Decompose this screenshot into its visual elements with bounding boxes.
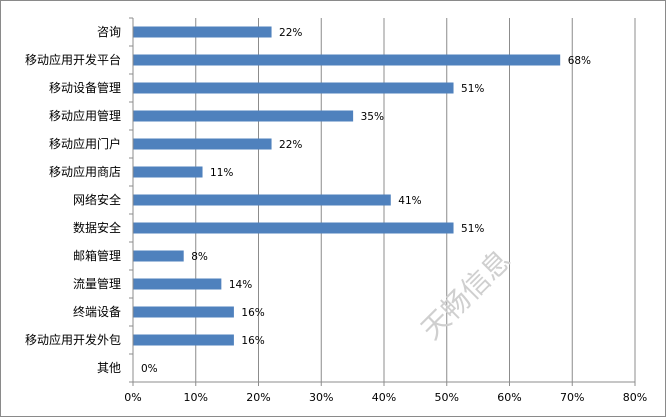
- data-label: 8%: [191, 251, 208, 263]
- category-label: 数据安全: [73, 220, 121, 235]
- bar: [133, 250, 184, 262]
- bar: [133, 222, 454, 234]
- category-label: 移动应用门户: [49, 136, 121, 151]
- x-tick-label: 60%: [497, 391, 521, 404]
- data-label: 16%: [241, 307, 264, 319]
- bar: [133, 26, 272, 38]
- category-label: 咨询: [97, 24, 121, 39]
- bar: [133, 166, 203, 178]
- watermark-layer: 天畅信息: [415, 243, 518, 346]
- category-label: 邮箱管理: [73, 248, 121, 263]
- category-label: 网络安全: [73, 192, 121, 207]
- data-label: 41%: [398, 195, 421, 207]
- data-label: 51%: [461, 223, 484, 235]
- x-tick-label: 50%: [435, 391, 459, 404]
- bar: [133, 54, 561, 66]
- x-tick-label: 10%: [184, 391, 208, 404]
- data-label: 11%: [210, 167, 233, 179]
- bar: [133, 138, 272, 150]
- category-label: 流量管理: [73, 276, 121, 291]
- category-label: 移动应用商店: [49, 164, 121, 179]
- category-label: 移动应用开发平台: [25, 52, 121, 67]
- bar: [133, 306, 234, 318]
- watermark: 天畅信息: [415, 243, 518, 346]
- bar: [133, 110, 354, 122]
- x-tick-label: 20%: [246, 391, 270, 404]
- category-label: 终端设备: [73, 304, 121, 319]
- bar: [133, 278, 222, 290]
- data-label: 14%: [229, 279, 252, 291]
- bars-layer: [133, 26, 561, 346]
- bar: [133, 334, 234, 346]
- category-label: 其他: [97, 361, 121, 375]
- data-label: 16%: [241, 335, 264, 347]
- data-label: 22%: [279, 139, 302, 151]
- x-tick-label: 40%: [372, 391, 396, 404]
- data-label: 22%: [279, 27, 302, 39]
- x-tick-label: 30%: [309, 391, 333, 404]
- bar: [133, 82, 454, 94]
- category-label: 移动应用开发外包: [25, 332, 121, 347]
- x-tick-label: 80%: [623, 391, 647, 404]
- data-label: 35%: [361, 111, 384, 123]
- category-label: 移动设备管理: [49, 80, 121, 95]
- x-tick-label: 70%: [560, 391, 584, 404]
- bar: [133, 194, 391, 206]
- data-label: 51%: [461, 83, 484, 95]
- x-tick-label: 0%: [124, 391, 141, 404]
- category-label: 移动应用管理: [49, 108, 121, 123]
- data-label: 0%: [141, 363, 158, 375]
- data-label: 68%: [568, 55, 591, 67]
- labels-layer: 0% 10% 20% 30% 40% 50% 60% 70% 80% 咨询 22% 移动应用开发平台 6…: [25, 24, 647, 404]
